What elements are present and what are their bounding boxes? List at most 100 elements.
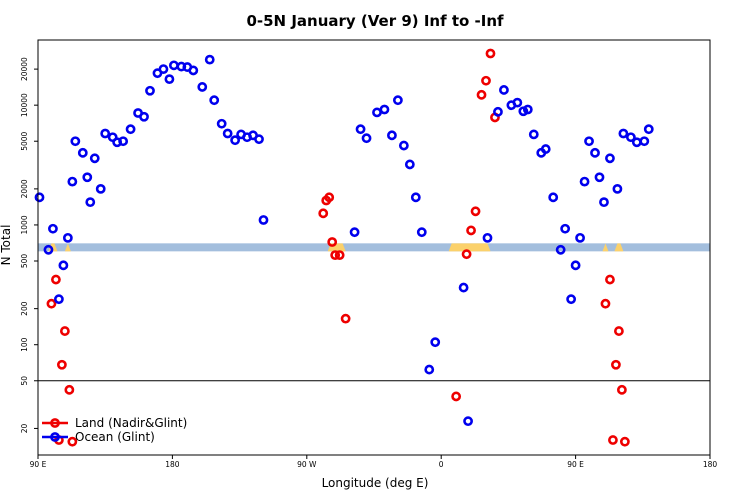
land-segment <box>48 243 58 252</box>
land-point <box>614 326 624 336</box>
ocean-point <box>164 74 175 85</box>
y-tick-label: 200 <box>20 301 29 316</box>
ocean-point <box>555 244 566 255</box>
ocean-point <box>590 147 600 158</box>
ocean-point <box>82 172 93 183</box>
ocean-point <box>139 111 149 122</box>
land-point <box>470 206 481 217</box>
legend-swatch-marker <box>50 418 60 428</box>
ocean-point <box>639 136 650 147</box>
land-point <box>56 359 67 370</box>
ocean-point <box>349 227 360 238</box>
x-tick-label: 90 E <box>30 460 47 469</box>
y-tick-label: 2000 <box>20 179 29 198</box>
y-tick-label: 20000 <box>20 57 29 81</box>
ocean-point <box>197 82 208 92</box>
ocean-point <box>512 97 523 108</box>
ocean-point <box>89 153 100 164</box>
y-tick-label: 10000 <box>20 93 29 117</box>
ocean-point <box>361 133 372 144</box>
y-tick-label: 50 <box>20 376 29 386</box>
chart-title: 0-5N January (Ver 9) Inf to -Inf <box>246 12 504 30</box>
ocean-point <box>605 153 615 164</box>
ocean-point <box>222 128 233 139</box>
land-point <box>327 237 338 247</box>
land-point <box>451 391 462 402</box>
ocean-point <box>416 227 427 238</box>
ocean-point <box>575 232 585 243</box>
ocean-point <box>584 136 594 147</box>
ocean-point <box>77 147 88 158</box>
y-tick-label: 500 <box>20 254 29 269</box>
land-point <box>59 326 70 336</box>
y-tick-label: 1000 <box>20 215 29 234</box>
ocean-point <box>118 136 129 147</box>
ocean-point <box>62 232 73 243</box>
ocean-point <box>625 132 636 143</box>
land-point <box>46 298 57 309</box>
data-points <box>34 48 654 447</box>
ocean-point <box>398 140 409 151</box>
ocean-point <box>540 144 551 154</box>
ocean-point <box>579 176 590 187</box>
x-tick-label: 90 W <box>297 460 317 469</box>
ocean-point <box>463 416 473 427</box>
ocean-point <box>430 337 441 348</box>
legend-swatch-marker <box>50 432 60 442</box>
land-point <box>600 298 611 309</box>
ocean-point <box>566 294 577 305</box>
x-tick-label: 0 <box>439 460 444 469</box>
land-point <box>619 436 630 447</box>
ocean-point <box>67 176 78 187</box>
land-segment <box>602 243 609 252</box>
land-point <box>64 384 75 395</box>
ocean-point <box>599 197 609 208</box>
ocean-point <box>258 215 269 225</box>
land-segment <box>64 243 71 252</box>
ocean-point <box>85 197 96 208</box>
land-point <box>67 436 78 447</box>
land-point <box>485 48 496 59</box>
ocean-point <box>204 54 215 65</box>
ocean-point <box>631 137 642 148</box>
ocean-point <box>254 134 264 145</box>
ocean-point <box>48 223 58 234</box>
land-point <box>461 249 472 260</box>
ocean-band <box>38 243 710 252</box>
ocean-point <box>209 95 220 106</box>
ocean-point <box>404 159 415 170</box>
ocean-point <box>125 124 136 135</box>
ocean-point <box>70 136 81 147</box>
ocean-point <box>528 129 539 140</box>
legend-label: Land (Nadir&Glint) <box>75 416 187 430</box>
x-tick-label: 90 E <box>567 460 584 469</box>
ocean-point <box>188 65 199 76</box>
land-point <box>334 250 345 260</box>
land-segment <box>448 243 491 252</box>
x-tick-label: 180 <box>703 460 718 469</box>
ocean-point <box>643 124 654 135</box>
ocean-point <box>548 192 559 203</box>
ocean-point <box>493 106 503 117</box>
y-axis-label: N Total <box>0 225 13 266</box>
ocean-point <box>522 104 533 115</box>
land-point <box>51 274 61 285</box>
land-point <box>476 89 487 100</box>
ocean-point <box>168 60 179 71</box>
ocean-point <box>612 183 623 194</box>
land-point <box>611 359 621 370</box>
land-point <box>330 250 341 260</box>
land-ocean-band <box>38 243 710 252</box>
ocean-point <box>570 260 581 271</box>
ocean-point <box>410 192 421 203</box>
ocean-point <box>424 364 435 375</box>
ocean-point <box>100 128 111 139</box>
y-tick-label: 100 <box>20 337 29 352</box>
ocean-point <box>392 95 403 106</box>
land-point <box>481 75 491 86</box>
ocean-point <box>355 124 366 135</box>
ocean-point <box>379 104 390 115</box>
ocean-point <box>54 294 64 305</box>
ocean-point <box>34 192 45 203</box>
